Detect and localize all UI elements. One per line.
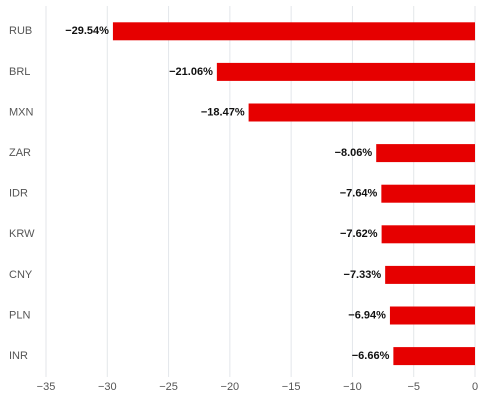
bar-mxn bbox=[248, 103, 475, 122]
x-tick-label: −25 bbox=[159, 381, 178, 393]
data-label: −18.47% bbox=[201, 106, 245, 118]
x-tick-label: −5 bbox=[407, 381, 420, 393]
bar-pln bbox=[389, 306, 475, 325]
bar-cny bbox=[385, 265, 475, 284]
data-labels: −29.54% −21.06% −18.47% −8.06% −7.64% −7.62% −… bbox=[65, 25, 389, 362]
data-label: −21.06% bbox=[169, 66, 213, 78]
x-tick-label: 0 bbox=[472, 381, 478, 393]
data-label: −6.66% bbox=[352, 350, 390, 362]
category-labels: RUB BRL MXN ZAR IDR KRW CNY PLN INR bbox=[9, 25, 35, 362]
x-tick-label: −15 bbox=[282, 381, 301, 393]
category-label: MXN bbox=[9, 106, 34, 118]
category-label: IDR bbox=[9, 188, 28, 200]
category-label: BRL bbox=[9, 66, 30, 78]
category-label: CNY bbox=[9, 269, 33, 281]
bar-inr bbox=[393, 347, 475, 366]
bar-krw bbox=[381, 225, 475, 244]
x-tick-label: −35 bbox=[37, 381, 56, 393]
x-tick-label: −30 bbox=[98, 381, 117, 393]
x-axis-ticks: −35 −30 −25 −20 −15 −10 −5 0 bbox=[37, 381, 478, 393]
bar-zar bbox=[376, 144, 475, 163]
x-tick-label: −10 bbox=[343, 381, 362, 393]
data-label: −7.62% bbox=[340, 228, 378, 240]
data-label: −7.33% bbox=[344, 269, 382, 281]
category-label: RUB bbox=[9, 25, 32, 37]
data-label: −8.06% bbox=[335, 147, 373, 159]
category-label: PLN bbox=[9, 309, 30, 321]
data-label: −7.64% bbox=[340, 188, 378, 200]
x-tick-label: −20 bbox=[221, 381, 240, 393]
bar-idr bbox=[381, 184, 475, 203]
bar-brl bbox=[216, 62, 476, 81]
data-label: −6.94% bbox=[348, 309, 386, 321]
category-label: KRW bbox=[9, 228, 35, 240]
data-label: −29.54% bbox=[65, 25, 109, 37]
category-label: ZAR bbox=[9, 147, 31, 159]
bar-rub bbox=[112, 22, 475, 41]
bars bbox=[112, 22, 476, 366]
category-label: INR bbox=[9, 350, 28, 362]
